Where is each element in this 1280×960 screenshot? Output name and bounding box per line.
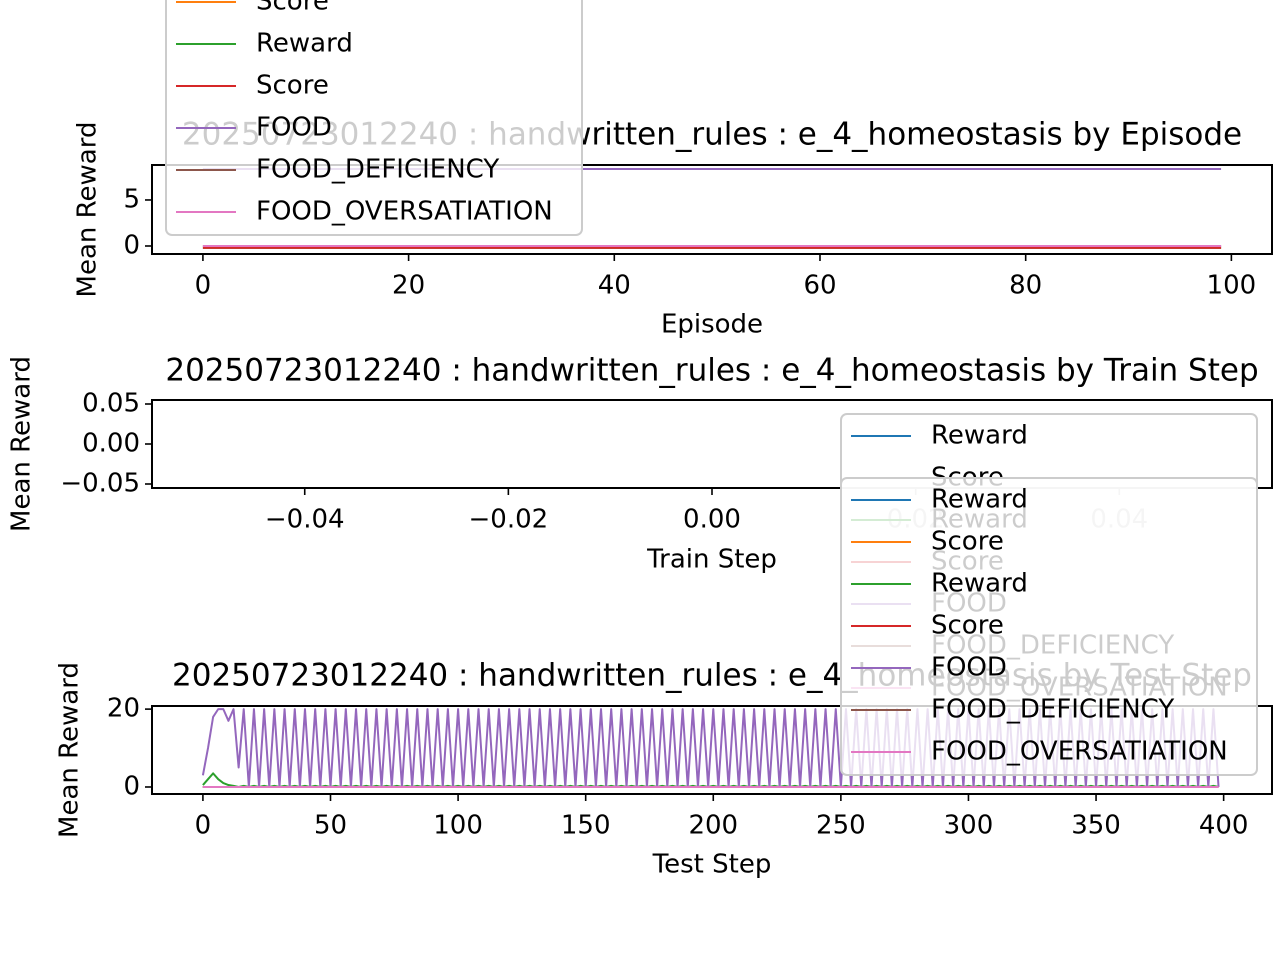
x-tick-label: −0.02 xyxy=(469,505,549,535)
legend-label: FOOD_OVERSATIATION xyxy=(931,737,1228,767)
x-axis-label: Episode xyxy=(661,310,763,340)
y-axis-label: Mean Reward xyxy=(55,662,85,838)
legend-label: FOOD_DEFICIENCY xyxy=(931,695,1174,725)
x-tick-label: 0.00 xyxy=(683,505,741,535)
legend-label: FOOD xyxy=(256,113,332,143)
y-axis-label: Mean Reward xyxy=(73,122,103,298)
x-tick-label: 350 xyxy=(1071,811,1121,841)
x-tick-label: −0.04 xyxy=(265,505,345,535)
legend-label: Reward xyxy=(931,569,1028,599)
legend-label: Score xyxy=(256,0,329,17)
x-tick-label: 20 xyxy=(392,271,425,301)
legend-label: Score xyxy=(931,611,1004,641)
x-tick-label: 250 xyxy=(816,811,866,841)
legend-box xyxy=(165,0,583,236)
x-tick-label: 0 xyxy=(195,271,212,301)
x-tick-label: 0 xyxy=(195,811,212,841)
x-tick-label: 60 xyxy=(803,271,836,301)
x-tick-label: 400 xyxy=(1199,811,1249,841)
y-tick-label: 20 xyxy=(107,694,140,724)
legend-label: Score xyxy=(931,527,1004,557)
y-tick-label: 0.00 xyxy=(82,429,140,459)
legend-label: FOOD_OVERSATIATION xyxy=(256,197,553,227)
axes-frame xyxy=(151,164,1273,255)
y-tick-label: 0 xyxy=(123,771,140,801)
x-tick-label: 200 xyxy=(688,811,738,841)
x-tick-label: 100 xyxy=(1207,271,1257,301)
x-tick-label: 40 xyxy=(598,271,631,301)
y-tick-label: −0.05 xyxy=(60,469,140,499)
legend-label: Score xyxy=(256,71,329,101)
x-tick-label: 50 xyxy=(314,811,347,841)
chart-title: 20250723012240 : handwritten_rules : e_4… xyxy=(165,353,1258,389)
legend-label: Reward xyxy=(931,485,1028,515)
legend-label: FOOD xyxy=(931,653,1007,683)
legend-label: FOOD_DEFICIENCY xyxy=(256,155,499,185)
y-tick-label: 5 xyxy=(123,184,140,214)
x-tick-label: 150 xyxy=(561,811,611,841)
y-axis-label: Mean Reward xyxy=(7,356,37,532)
axes-frame xyxy=(151,705,1273,795)
y-tick-label: 0 xyxy=(123,230,140,260)
x-axis-label: Test Step xyxy=(652,850,772,880)
legend-label: Reward xyxy=(256,29,353,59)
x-tick-label: 80 xyxy=(1009,271,1042,301)
legend-box xyxy=(840,477,1258,776)
x-axis-label: Train Step xyxy=(646,545,777,575)
x-tick-label: 300 xyxy=(944,811,994,841)
x-tick-label: 100 xyxy=(433,811,483,841)
legend-label: Reward xyxy=(931,421,1028,451)
y-tick-label: 0.05 xyxy=(82,389,140,419)
